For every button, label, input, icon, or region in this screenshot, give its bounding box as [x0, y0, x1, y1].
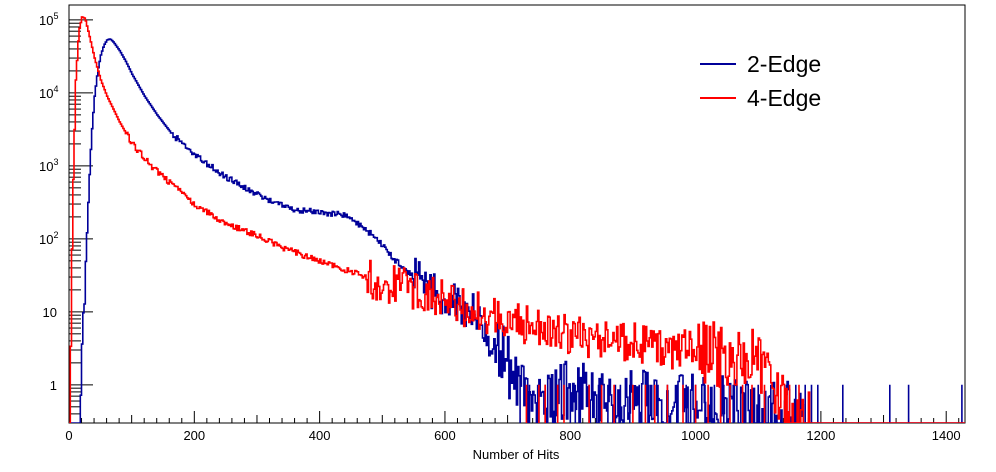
legend-label: 4-Edge — [747, 85, 821, 111]
x-axis-title: Number of Hits — [473, 447, 560, 462]
x-tick-label: 1400 — [932, 428, 961, 443]
x-tick-label: 400 — [309, 428, 331, 443]
x-tick-label: 1200 — [806, 428, 835, 443]
y-tick-label: 1 — [50, 378, 57, 393]
y-tick-exponent: 3 — [53, 157, 58, 167]
x-tick-label: 200 — [183, 428, 205, 443]
series-line-four-edge — [69, 16, 965, 423]
series-line-two-edge — [69, 38, 965, 423]
y-tick-base: 10 — [39, 159, 53, 174]
x-tick-label: 0 — [65, 428, 72, 443]
x-tick-label: 600 — [434, 428, 456, 443]
y-tick-base: 10 — [39, 232, 53, 247]
legend-label: 2-Edge — [747, 51, 821, 77]
y-tick-label: 105 — [39, 11, 58, 28]
x-axis-ticks: 0 200 400 600 800 1000 1200 1400 — [65, 411, 961, 443]
y-tick-exponent: 2 — [53, 230, 58, 240]
y-tick-base: 1 — [50, 378, 57, 393]
plot-frame — [68, 4, 966, 424]
series-layer — [69, 16, 965, 423]
x-tick-label: 1000 — [681, 428, 710, 443]
y-tick-exponent: 5 — [53, 11, 58, 21]
x-tick-label: 800 — [559, 428, 581, 443]
y-tick-exponent: 4 — [53, 84, 58, 94]
y-tick-base: 10 — [39, 86, 53, 101]
y-tick-label: 102 — [39, 230, 58, 247]
y-tick-label: 103 — [39, 157, 58, 174]
legend: 2-Edge 4-Edge — [700, 51, 821, 111]
y-tick-label: 104 — [39, 84, 58, 101]
y-tick-base: 10 — [39, 13, 53, 28]
y-tick-base: 10 — [43, 305, 57, 320]
y-tick-label: 10 — [43, 305, 57, 320]
